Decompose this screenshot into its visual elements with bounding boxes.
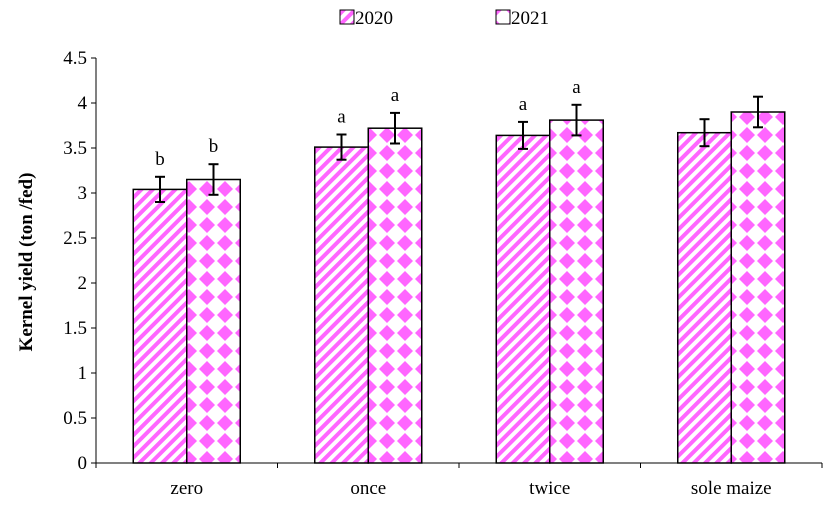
bar-2020-zero	[132, 188, 188, 464]
y-tick-label: 1.5	[63, 318, 87, 339]
y-tick-label: 2.5	[63, 228, 87, 249]
y-tick-label: 1	[78, 363, 88, 384]
bar-2020-twice	[495, 134, 551, 464]
x-category-label: once	[350, 478, 386, 499]
bar-2021-twice	[549, 119, 604, 464]
significance-letter: a	[519, 94, 528, 115]
x-category-label: zero	[170, 478, 203, 499]
bar-2021-sole-maize	[730, 111, 786, 464]
bar-2020-sole-maize	[677, 131, 732, 464]
x-category-label: twice	[529, 478, 570, 499]
y-tick-label: 0.5	[63, 408, 87, 429]
y-tick-label: 0	[78, 453, 88, 474]
significance-letter: a	[337, 107, 346, 128]
y-tick-label: 2	[78, 273, 88, 294]
bar-2021-zero	[186, 178, 241, 464]
legend-swatch-2020	[339, 9, 355, 25]
legend: 2020 2021	[339, 8, 549, 29]
y-axis-title: Kernel yield (ton /fed)	[16, 173, 37, 352]
y-tick-label: 4.5	[63, 48, 87, 69]
y-tick-label: 3	[78, 183, 88, 204]
bar-2021-once	[367, 127, 423, 464]
y-tick-label: 4	[78, 93, 88, 114]
significance-letter: b	[155, 149, 165, 170]
legend-label-2020: 2020	[355, 8, 393, 29]
y-tick-label: 3.5	[63, 138, 87, 159]
plot-area: 0 0.5 1 1.5 2 2.5 3 3.5 4 4.5 b b zero a a once a a twice s…	[63, 48, 823, 499]
x-category-label: sole maize	[691, 478, 772, 499]
significance-letter: b	[209, 136, 219, 157]
bar-2020-once	[314, 146, 369, 464]
legend-swatch-2021	[495, 9, 511, 25]
significance-letter: a	[391, 85, 400, 106]
legend-label-2021: 2021	[511, 8, 549, 29]
significance-letter: a	[572, 77, 581, 98]
